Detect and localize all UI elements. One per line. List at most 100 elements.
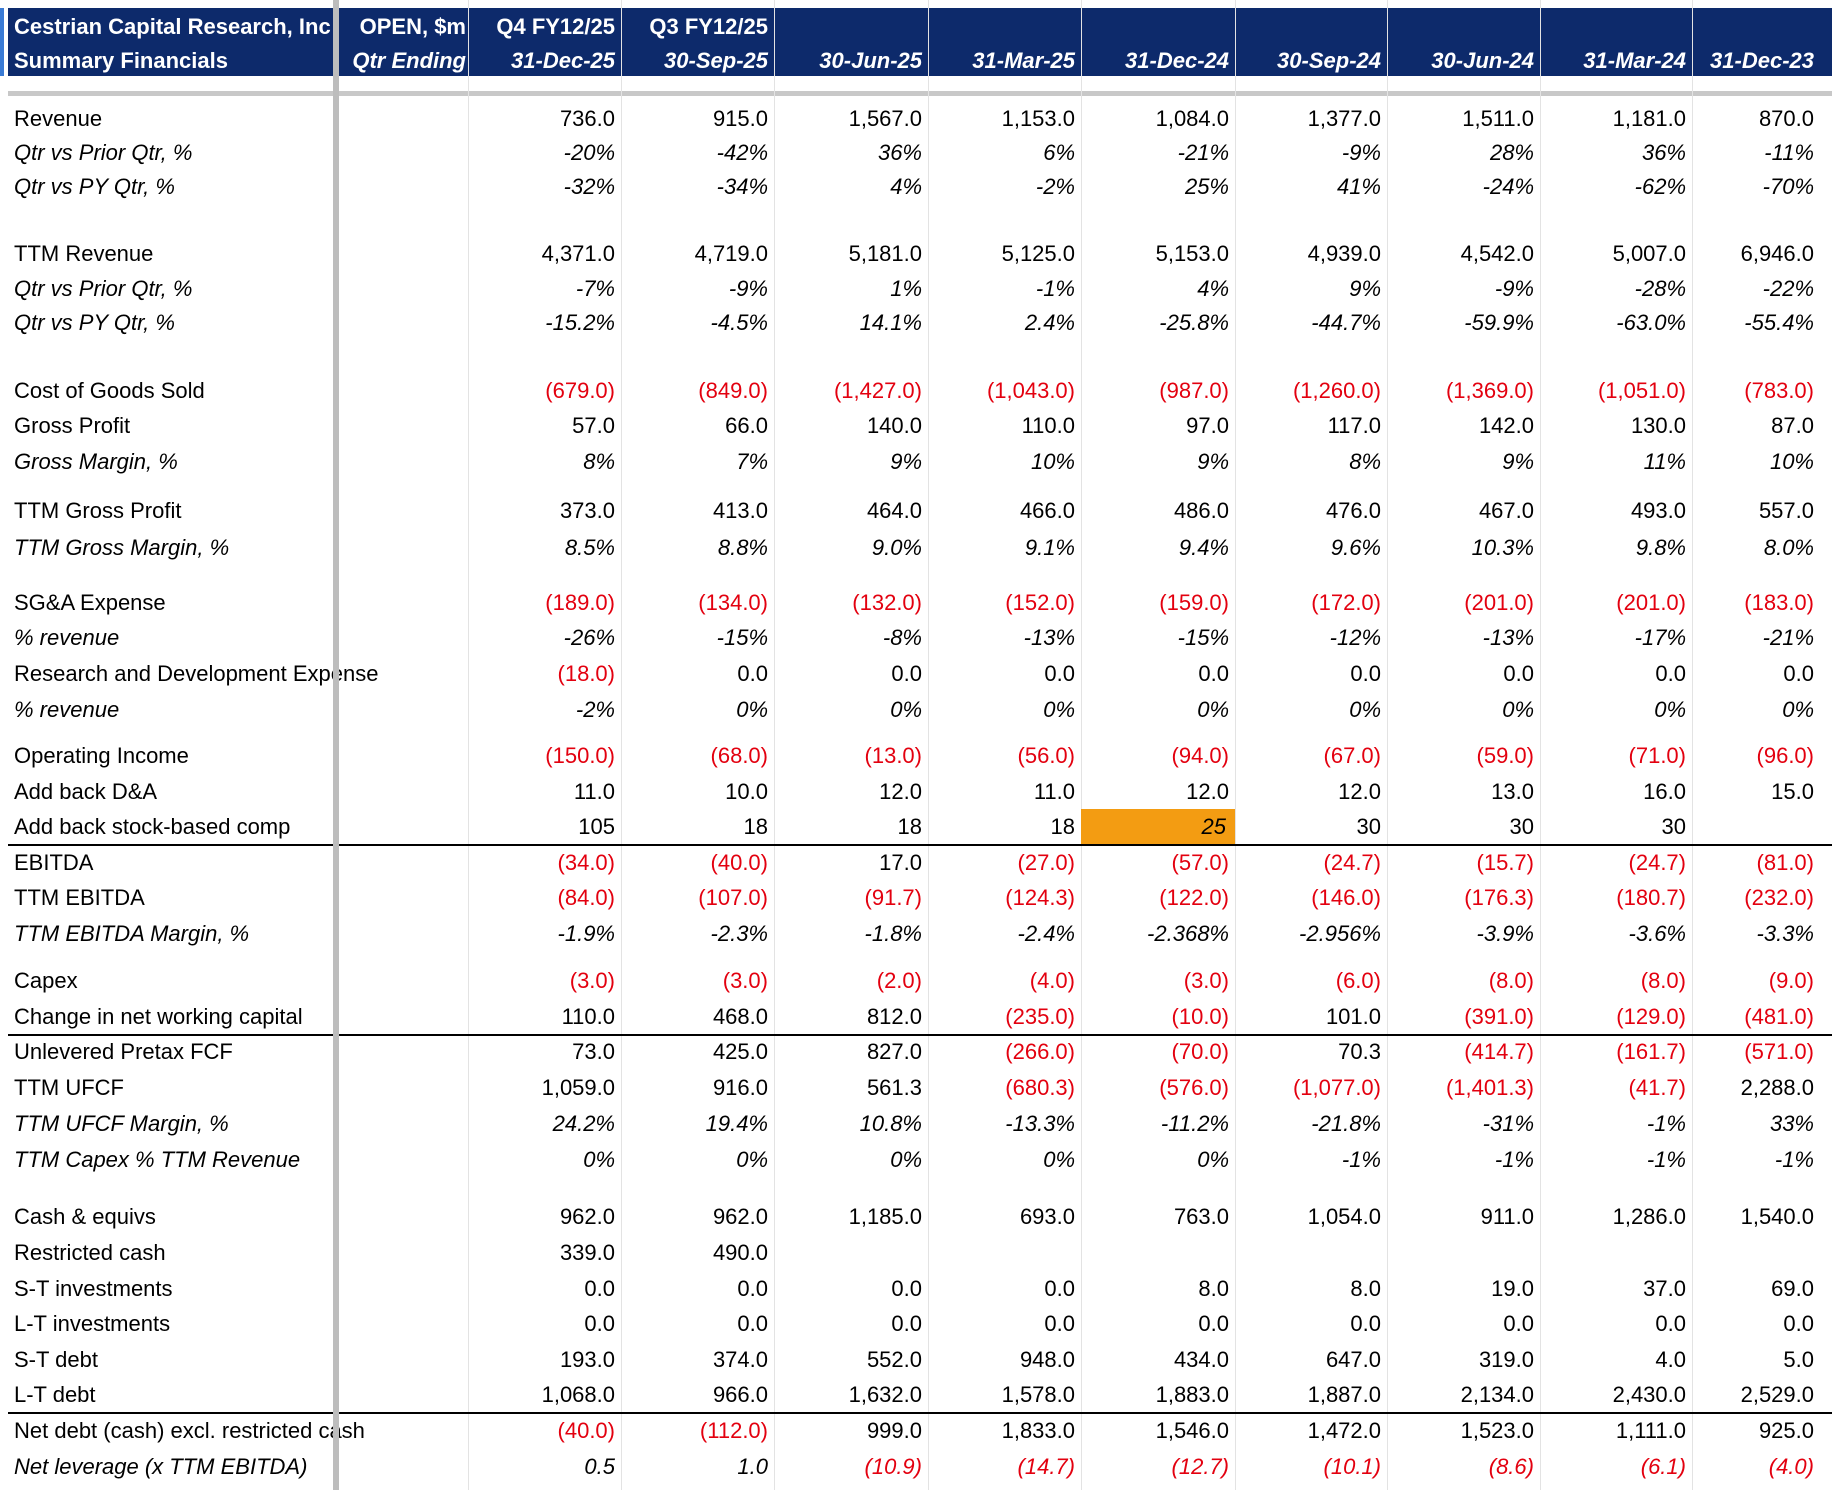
value-cell[interactable]: 0.0 — [891, 661, 922, 686]
value-cell[interactable]: (783.0) — [1744, 378, 1814, 403]
value-cell[interactable]: 9.1% — [1024, 535, 1075, 560]
value-cell[interactable]: 1,181.0 — [1612, 106, 1686, 131]
value-cell[interactable]: 0% — [736, 1147, 768, 1172]
value-cell[interactable]: (232.0) — [1744, 885, 1814, 910]
value-cell[interactable]: -42% — [716, 140, 768, 165]
value-cell[interactable]: 130.0 — [1630, 413, 1686, 438]
value-cell[interactable]: 1,472.0 — [1307, 1418, 1381, 1443]
value-cell[interactable]: 13.0 — [1491, 779, 1534, 804]
value-cell[interactable]: 468.0 — [712, 1004, 768, 1029]
value-cell[interactable]: 9% — [1197, 449, 1229, 474]
value-cell[interactable]: (189.0) — [545, 590, 615, 615]
value-cell[interactable]: (94.0) — [1171, 743, 1229, 768]
value-cell[interactable]: 117.0 — [1327, 413, 1381, 438]
row-label[interactable]: Cost of Goods Sold — [14, 378, 205, 403]
value-cell[interactable]: 948.0 — [1019, 1347, 1075, 1372]
value-cell[interactable]: (70.0) — [1171, 1039, 1229, 1064]
value-cell[interactable]: 1,286.0 — [1612, 1204, 1686, 1229]
value-cell[interactable]: (152.0) — [1005, 590, 1075, 615]
value-cell[interactable]: -31% — [1482, 1111, 1534, 1136]
value-cell[interactable]: 827.0 — [866, 1039, 922, 1064]
value-cell[interactable]: 10.8% — [859, 1111, 922, 1136]
value-cell[interactable]: (6.1) — [1640, 1454, 1686, 1479]
value-cell[interactable]: (3.0) — [569, 968, 615, 993]
value-cell[interactable]: (1,369.0) — [1445, 378, 1534, 403]
value-cell[interactable]: 4.0 — [1655, 1347, 1686, 1372]
value-cell[interactable]: 41% — [1336, 174, 1381, 199]
value-cell[interactable]: 1,511.0 — [1462, 106, 1534, 131]
value-cell[interactable]: 37.0 — [1643, 1276, 1686, 1301]
value-cell[interactable]: 1,111.0 — [1615, 1418, 1686, 1443]
value-cell[interactable]: -21% — [1762, 625, 1814, 650]
value-cell[interactable]: 8.0% — [1763, 535, 1814, 560]
value-cell[interactable]: 0.0 — [1198, 1311, 1229, 1336]
value-cell[interactable]: -21% — [1177, 140, 1229, 165]
value-cell[interactable]: 19.4% — [705, 1111, 768, 1136]
value-cell[interactable]: 9.6% — [1330, 535, 1381, 560]
value-cell[interactable]: 1.0 — [737, 1454, 768, 1479]
value-cell[interactable]: 12.0 — [879, 779, 922, 804]
value-cell[interactable]: 736.0 — [559, 106, 615, 131]
value-cell[interactable]: -25.8% — [1159, 310, 1229, 335]
value-cell[interactable]: (1,051.0) — [1597, 378, 1686, 403]
value-cell[interactable]: 10.0 — [725, 779, 768, 804]
value-cell[interactable]: (3.0) — [722, 968, 768, 993]
value-cell[interactable] — [782, 1235, 922, 1270]
value-cell[interactable]: 373.0 — [559, 498, 615, 523]
value-cell[interactable]: 0.0 — [737, 1276, 768, 1301]
value-cell[interactable]: 36% — [1641, 140, 1686, 165]
value-cell[interactable]: 8% — [1349, 449, 1381, 474]
value-cell[interactable]: 2,529.0 — [1740, 1382, 1814, 1407]
row-label[interactable]: TTM EBITDA Margin, % — [14, 921, 250, 946]
value-cell[interactable]: -11.2% — [1160, 1111, 1229, 1136]
value-cell[interactable]: (4.0) — [1768, 1454, 1814, 1479]
column-date-label[interactable]: 31-Mar-25 — [972, 48, 1075, 73]
value-cell[interactable]: (1,401.3) — [1445, 1075, 1534, 1100]
value-cell[interactable]: 10% — [1030, 449, 1075, 474]
value-cell[interactable]: (34.0) — [557, 850, 615, 875]
value-cell[interactable]: (1,043.0) — [986, 378, 1075, 403]
value-cell[interactable]: (10.1) — [1323, 1454, 1381, 1479]
value-cell[interactable]: 1,377.0 — [1307, 106, 1381, 131]
column-date-label[interactable]: 31-Dec-23 — [1710, 48, 1814, 73]
value-cell[interactable]: (15.7) — [1476, 850, 1534, 875]
value-cell[interactable]: 140.0 — [866, 413, 922, 438]
value-cell[interactable]: 0.0 — [1044, 661, 1075, 686]
value-cell[interactable]: 0% — [1654, 697, 1686, 722]
row-label[interactable]: Revenue — [14, 106, 103, 131]
value-cell[interactable]: 0.0 — [1655, 1311, 1686, 1336]
value-cell[interactable]: (680.3) — [1005, 1075, 1075, 1100]
value-cell[interactable]: 10% — [1769, 449, 1814, 474]
column-period-label[interactable] — [1674, 10, 1814, 44]
column-date-label[interactable]: 30-Sep-25 — [664, 48, 768, 73]
company-ticker-label[interactable]: OPEN, $m — [359, 14, 466, 39]
value-cell[interactable]: (71.0) — [1628, 743, 1686, 768]
row-label[interactable]: TTM Revenue — [14, 241, 154, 266]
value-cell[interactable]: -2% — [575, 697, 615, 722]
value-cell[interactable]: -44.7% — [1311, 310, 1381, 335]
value-cell[interactable]: 915.0 — [712, 106, 768, 131]
value-cell[interactable]: 1,185.0 — [848, 1204, 922, 1229]
row-label[interactable]: Qtr vs PY Qtr, % — [14, 174, 175, 199]
value-cell[interactable]: 552.0 — [866, 1347, 922, 1372]
value-cell[interactable]: (201.0) — [1616, 590, 1686, 615]
value-cell[interactable]: 17.0 — [879, 850, 922, 875]
value-cell[interactable]: 30 — [1661, 814, 1686, 839]
value-cell[interactable]: 561.3 — [866, 1075, 922, 1100]
value-cell[interactable]: 57.0 — [572, 413, 615, 438]
value-cell[interactable]: (57.0) — [1171, 850, 1229, 875]
value-cell[interactable]: 0.0 — [1350, 1311, 1381, 1336]
value-cell[interactable]: 5.0 — [1783, 1347, 1814, 1372]
value-cell[interactable]: 8.0 — [1198, 1276, 1229, 1301]
value-cell[interactable]: (8.0) — [1640, 968, 1686, 993]
value-cell[interactable]: (112.0) — [699, 1418, 768, 1443]
value-cell[interactable]: -2.956% — [1299, 921, 1381, 946]
value-cell[interactable]: 1,540.0 — [1740, 1204, 1814, 1229]
row-label[interactable]: Qtr vs Prior Qtr, % — [14, 276, 193, 301]
value-cell[interactable]: 0.0 — [1655, 661, 1686, 686]
value-cell[interactable]: 1,567.0 — [848, 106, 922, 131]
value-cell[interactable]: 413.0 — [712, 498, 768, 523]
value-cell[interactable]: -3.3% — [1756, 921, 1814, 946]
value-cell[interactable]: 557.0 — [1758, 498, 1814, 523]
value-cell[interactable]: (4.0) — [1029, 968, 1075, 993]
